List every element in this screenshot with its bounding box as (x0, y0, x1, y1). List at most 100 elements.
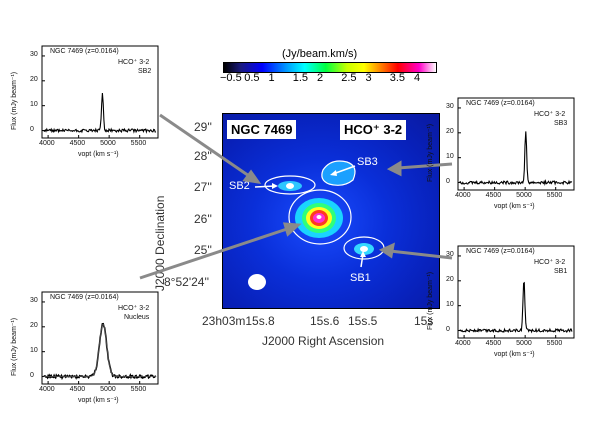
sb3-contour (321, 160, 356, 186)
x-tick-label: 5500 (130, 140, 147, 147)
sb2-contour (264, 175, 316, 195)
spectrum-frame (457, 97, 575, 191)
x-tick-label: 5000 (100, 386, 116, 393)
spectrum-frame (41, 45, 159, 139)
y-tick-label: 20 (446, 127, 454, 135)
ra-tick: 15s.6 (310, 314, 340, 328)
spectrum-plot (41, 45, 159, 139)
y-axis-label: Flux (mJy beam⁻¹) (427, 123, 434, 182)
colorbar-tick-label: −0.5 (220, 72, 242, 84)
x-tick-label: 4500 (69, 140, 86, 147)
galaxy-label: NGC 7469 (227, 120, 297, 139)
spectrum-plot (457, 245, 575, 339)
spectrum-line: HCO⁺ 3-2 (118, 305, 150, 312)
x-tick-label: 5500 (546, 340, 563, 347)
y-axis-label: Flux (mJy beam⁻¹) (427, 271, 434, 330)
dec-tick: 25'' (194, 243, 212, 257)
x-tick-label: 4000 (455, 340, 471, 347)
spectrum-title: NGC 7469 (z=0.0164) (466, 100, 535, 107)
spectrum-plot (41, 291, 159, 385)
colorbar-tick-label: 3.5 (389, 72, 406, 84)
spectrum-region: SB3 (554, 120, 568, 127)
dec-tick: 28'' (194, 149, 212, 163)
colorbar-tick-label: 2 (317, 72, 324, 84)
colorbar-tick-label: 3 (365, 72, 372, 84)
colorbar-tick-label: 2.5 (341, 72, 357, 84)
x-tick-label: 5000 (516, 192, 532, 199)
ra-axis-label: J2000 Right Ascension (262, 334, 385, 348)
spectrum-trace (459, 281, 573, 334)
spectrum-title: NGC 7469 (z=0.0164) (50, 48, 119, 55)
y-tick-label: 20 (30, 75, 38, 83)
x-tick-label: 5500 (130, 386, 147, 393)
y-tick-label: 0 (446, 177, 450, 185)
colorbar-title: (Jy/beam.km/s) (282, 48, 358, 60)
spectrum-panel-sb2: NGC 7469 (z=0.0164) HCO⁺ 3-2 SB2 4000 4500 50… (8, 40, 164, 164)
x-tick-label: 5500 (546, 192, 563, 199)
spectrum-trace (459, 131, 573, 187)
dec-tick: 8°52'24'' (164, 275, 210, 289)
beam-ellipse (248, 274, 266, 290)
spectrum-line: HCO⁺ 3-2 (534, 259, 566, 266)
map-image (248, 160, 385, 290)
x-axis-label: vopt (km s⁻¹) (78, 397, 119, 404)
x-tick-label: 4500 (485, 192, 502, 199)
x-axis-label: vopt (km s⁻¹) (494, 351, 535, 358)
spectrum-region: SB1 (554, 268, 568, 275)
spectrum-title: NGC 7469 (z=0.0164) (466, 248, 535, 255)
x-tick-label: 4500 (69, 386, 86, 393)
x-tick-label: 5000 (516, 340, 532, 347)
y-tick-label: 10 (30, 346, 38, 354)
dec-tick: 29'' (194, 120, 212, 134)
spectrum-line: HCO⁺ 3-2 (534, 111, 566, 118)
spectrum-panel-sb1: NGC 7469 (z=0.0164) HCO⁺ 3-2 SB1 4000 4500 50… (424, 240, 580, 364)
spectrum-frame (457, 245, 575, 339)
spectrum-plot (457, 97, 575, 191)
y-axis-label: Flux (mJy beam⁻¹) (11, 317, 18, 376)
x-tick-label: 4000 (39, 386, 55, 393)
x-tick-label: 4000 (39, 140, 55, 147)
spectrum-panel-nucleus: NGC 7469 (z=0.0164) HCO⁺ 3-2 Nucleus 4000 45… (8, 286, 164, 410)
spectrum-region: SB2 (138, 68, 152, 75)
ra-tick: 23h03m15s.8 (202, 314, 275, 328)
colorbar-tick-label: 0.5 (244, 72, 260, 84)
nucleus-peak (316, 215, 322, 219)
y-tick-label: 30 (446, 102, 454, 110)
colorbar-tick-label: 1.5 (292, 72, 309, 84)
line-label: HCO⁺ 3-2 (340, 120, 407, 140)
y-tick-label: 10 (446, 152, 454, 160)
y-axis-label: Flux (mJy beam⁻¹) (11, 71, 18, 130)
map-frame: NGC 7469 HCO⁺ 3-2 SB2 SB3 SB1 (222, 113, 440, 309)
x-tick-label: 4000 (455, 192, 471, 199)
y-tick-label: 20 (30, 321, 38, 329)
y-tick-label: 0 (30, 125, 34, 133)
y-tick-label: 30 (30, 296, 38, 304)
y-tick-label: 10 (30, 100, 38, 108)
gaussian-fit (43, 323, 157, 377)
ra-tick: 15s (414, 314, 434, 328)
dec-tick: 27'' (194, 180, 212, 194)
colorbar-tick-label: 1 (268, 72, 275, 84)
y-tick-label: 30 (30, 50, 38, 58)
sb3-label: SB3 (357, 156, 378, 168)
spectrum-region: Nucleus (124, 314, 150, 321)
y-tick-label: 20 (446, 275, 454, 283)
spectrum-trace (43, 92, 157, 134)
sb1-label: SB1 (350, 272, 371, 284)
x-tick-label: 5000 (100, 140, 116, 147)
x-tick-label: 4500 (485, 340, 502, 347)
x-axis-label: vopt (km s⁻¹) (494, 203, 535, 210)
sb2-label: SB2 (229, 180, 250, 192)
nucleus-contour-outer (288, 189, 352, 245)
spectrum-line: HCO⁺ 3-2 (118, 59, 150, 66)
dec-tick: 26'' (194, 212, 212, 226)
y-tick-label: 0 (446, 325, 450, 333)
y-tick-label: 10 (446, 300, 454, 308)
y-tick-label: 0 (30, 371, 34, 379)
spectrum-title: NGC 7469 (z=0.0164) (50, 294, 119, 301)
x-axis-label: vopt (km s⁻¹) (78, 151, 119, 158)
colorbar (223, 62, 437, 73)
spectrum-panel-sb3: NGC 7469 (z=0.0164) HCO⁺ 3-2 SB3 4000 4500 50… (424, 92, 580, 216)
colorbar-tick-label: 4 (414, 72, 421, 84)
